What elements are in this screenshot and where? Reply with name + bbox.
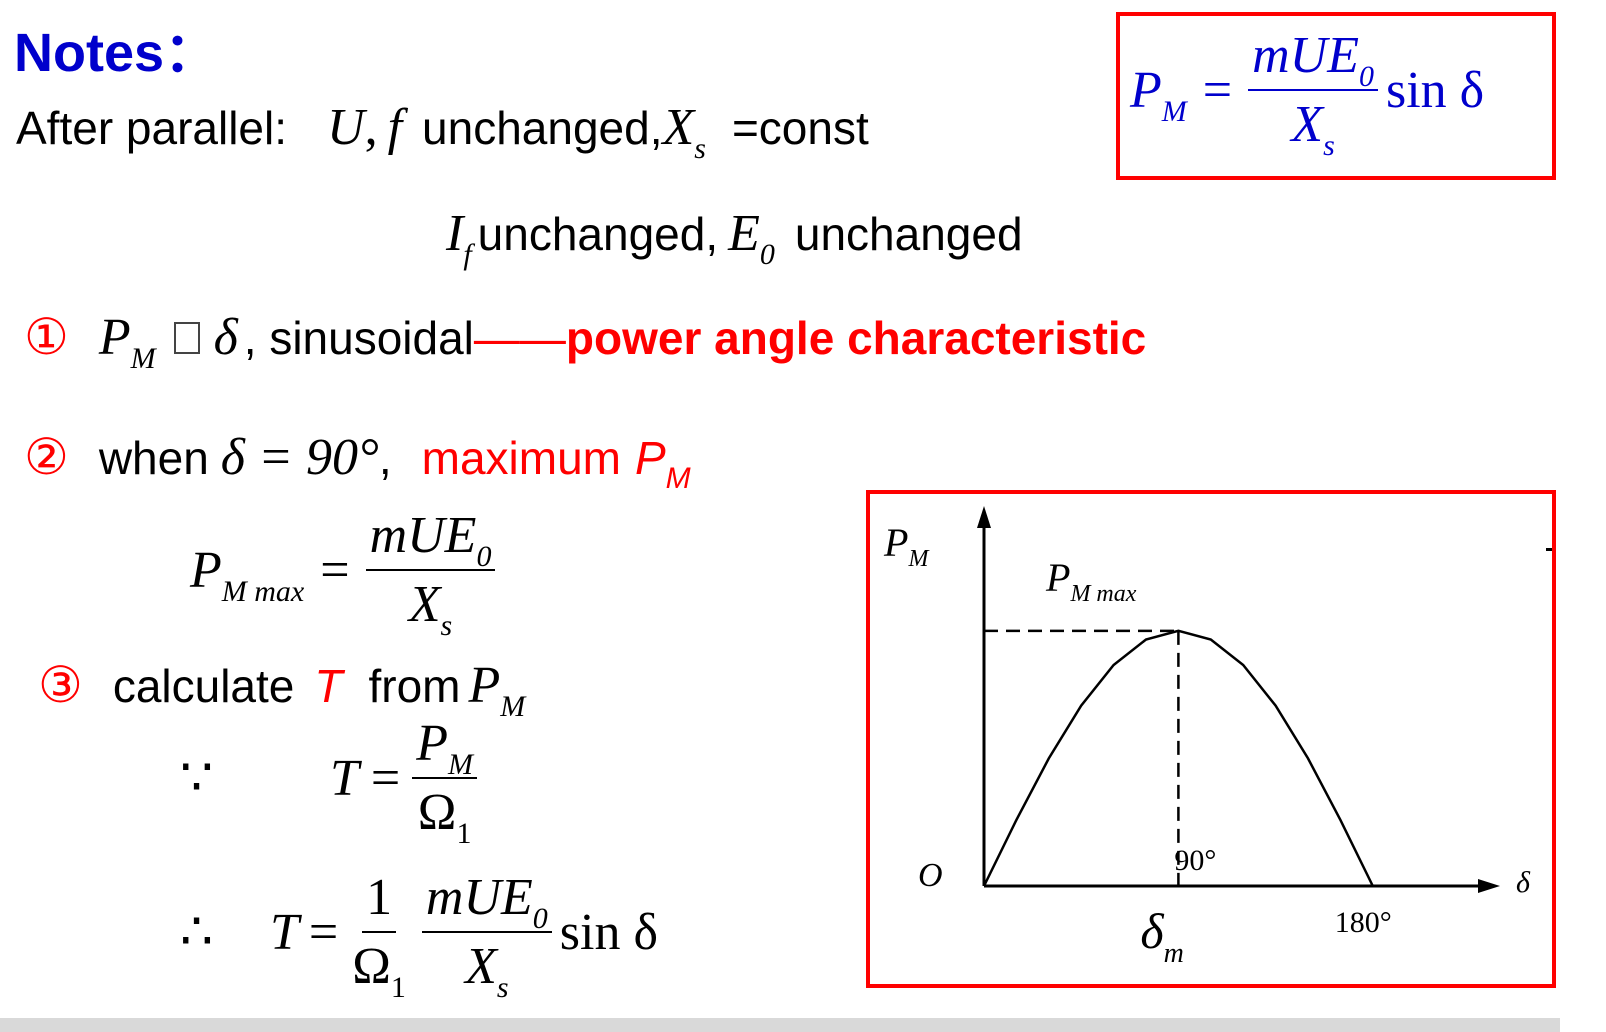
notes-heading: Notes： — [14, 23, 219, 83]
unchanged-text-1: unchanged, — [422, 102, 663, 154]
edge-mark — [1546, 548, 1552, 551]
const-text: =const — [731, 102, 869, 154]
y-axis-label-sub: M — [907, 546, 930, 572]
item-1: ① PM δ , sinusoidal —— power angle chara… — [24, 309, 1147, 375]
var-xs: Xs — [662, 99, 706, 165]
var-u: U — [327, 99, 365, 156]
peak-label-sub: M max — [1069, 581, 1136, 607]
item-2-comma: , — [378, 432, 392, 484]
item-3-pm: PM — [468, 657, 526, 723]
because-fraction: PM Ω1 — [412, 714, 478, 850]
equals-sign: = — [1202, 61, 1233, 119]
line-if-e0: If unchanged, E0 unchanged — [446, 205, 1023, 271]
therefore-fraction-2: mUE0 Xs — [421, 868, 552, 1004]
pmax-denominator: Xs — [408, 576, 453, 642]
fraction-numerator: mUE0 — [1248, 26, 1378, 93]
end-x-label: 180° — [1335, 906, 1392, 939]
therefore-equals: = — [308, 903, 339, 961]
item-2-when: when — [98, 432, 209, 484]
chart-box — [866, 490, 1556, 988]
therefore-f2-numerator: mUE0 — [421, 868, 552, 935]
item-2-marker: ② — [24, 429, 69, 485]
comma: , — [364, 99, 378, 156]
therefore-f1-numerator: 1 — [362, 868, 397, 933]
therefore-symbol: ∴ — [180, 904, 214, 961]
item-3-calculate: calculate — [112, 660, 295, 712]
item-1-highlight: power angle characteristic — [565, 312, 1147, 364]
var-f: f — [387, 99, 403, 156]
item-3-t: T — [314, 660, 343, 712]
power-angle-curve — [982, 629, 1374, 887]
delta-m-sub: m — [1164, 938, 1184, 969]
item-1-text: , sinusoidal — [243, 312, 474, 364]
line-after-parallel: After parallel: U , f unchanged, Xs =con… — [16, 99, 869, 165]
peak-x-label: 90° — [1174, 844, 1216, 877]
item-1-marker: ① — [24, 309, 69, 365]
item-2-equation: δ = 90° — [220, 429, 379, 486]
because-equals: = — [370, 749, 401, 807]
sin-delta: sin δ — [1385, 61, 1485, 119]
pm-fraction: mUE0 Xs — [1248, 26, 1378, 162]
item-1-pm: PM — [98, 309, 156, 375]
because-denominator: Ω1 — [417, 784, 472, 850]
delta-m-label: δm — [1140, 903, 1183, 969]
pmax-equals: = — [320, 541, 350, 599]
x-axis-label: δ — [1516, 866, 1531, 899]
pmax-lhs: PM max — [190, 541, 305, 608]
item-2-pm: PM — [634, 432, 691, 495]
because-formula: ∵ T = PM Ω1 — [180, 714, 478, 850]
item-3: ③ calculate T from PM — [38, 657, 526, 723]
var-if: If — [446, 205, 472, 271]
y-axis-arrow — [977, 506, 991, 528]
because-symbol: ∵ — [180, 750, 214, 807]
therefore-fraction-1: 1 Ω1 — [348, 868, 410, 1004]
var-e0: E0 — [728, 205, 775, 271]
because-numerator: PM — [412, 714, 478, 781]
because-t: T — [330, 749, 359, 807]
item-2-highlight: maximum — [421, 432, 621, 484]
bottom-bar — [0, 1018, 1560, 1032]
item-1-delta: δ — [213, 309, 238, 366]
item-2: ② when δ = 90° , maximum PM — [24, 429, 691, 495]
item-3-marker: ③ — [38, 657, 83, 713]
item-1-dash: —— — [473, 312, 566, 364]
therefore-formula: ∴ T = 1 Ω1 mUE0 Xs sin δ — [180, 868, 658, 1004]
pmax-fraction: mUE0 Xs — [365, 506, 496, 642]
formula-box — [1116, 12, 1556, 180]
fraction-denominator: Xs — [1291, 96, 1335, 162]
y-axis-label: PM — [883, 520, 930, 572]
proportional-glyph — [173, 322, 200, 354]
x-axis-arrow — [1478, 879, 1500, 893]
therefore-f1-denominator: Ω1 — [352, 938, 406, 1004]
unchanged-text-2: unchanged, — [477, 208, 719, 260]
pm-formula: PM = mUE0 Xs sin δ — [1130, 26, 1485, 162]
pmax-numerator: mUE0 — [365, 506, 496, 573]
power-angle-chart: PM PM max O 90° 180° δ δm — [883, 506, 1531, 969]
pmax-formula: PM max = mUE0 Xs — [190, 506, 496, 642]
item-3-from: from — [368, 660, 461, 712]
therefore-sin-delta: sin δ — [559, 903, 658, 961]
origin-label: O — [918, 857, 943, 894]
after-parallel-label: After parallel: — [16, 102, 288, 154]
peak-label: PM max — [1045, 555, 1137, 607]
therefore-t: T — [270, 903, 299, 961]
therefore-f2-denominator: Xs — [465, 938, 509, 1004]
unchanged-text-3: unchanged — [794, 208, 1023, 260]
pm-lhs: PM — [1130, 61, 1187, 128]
